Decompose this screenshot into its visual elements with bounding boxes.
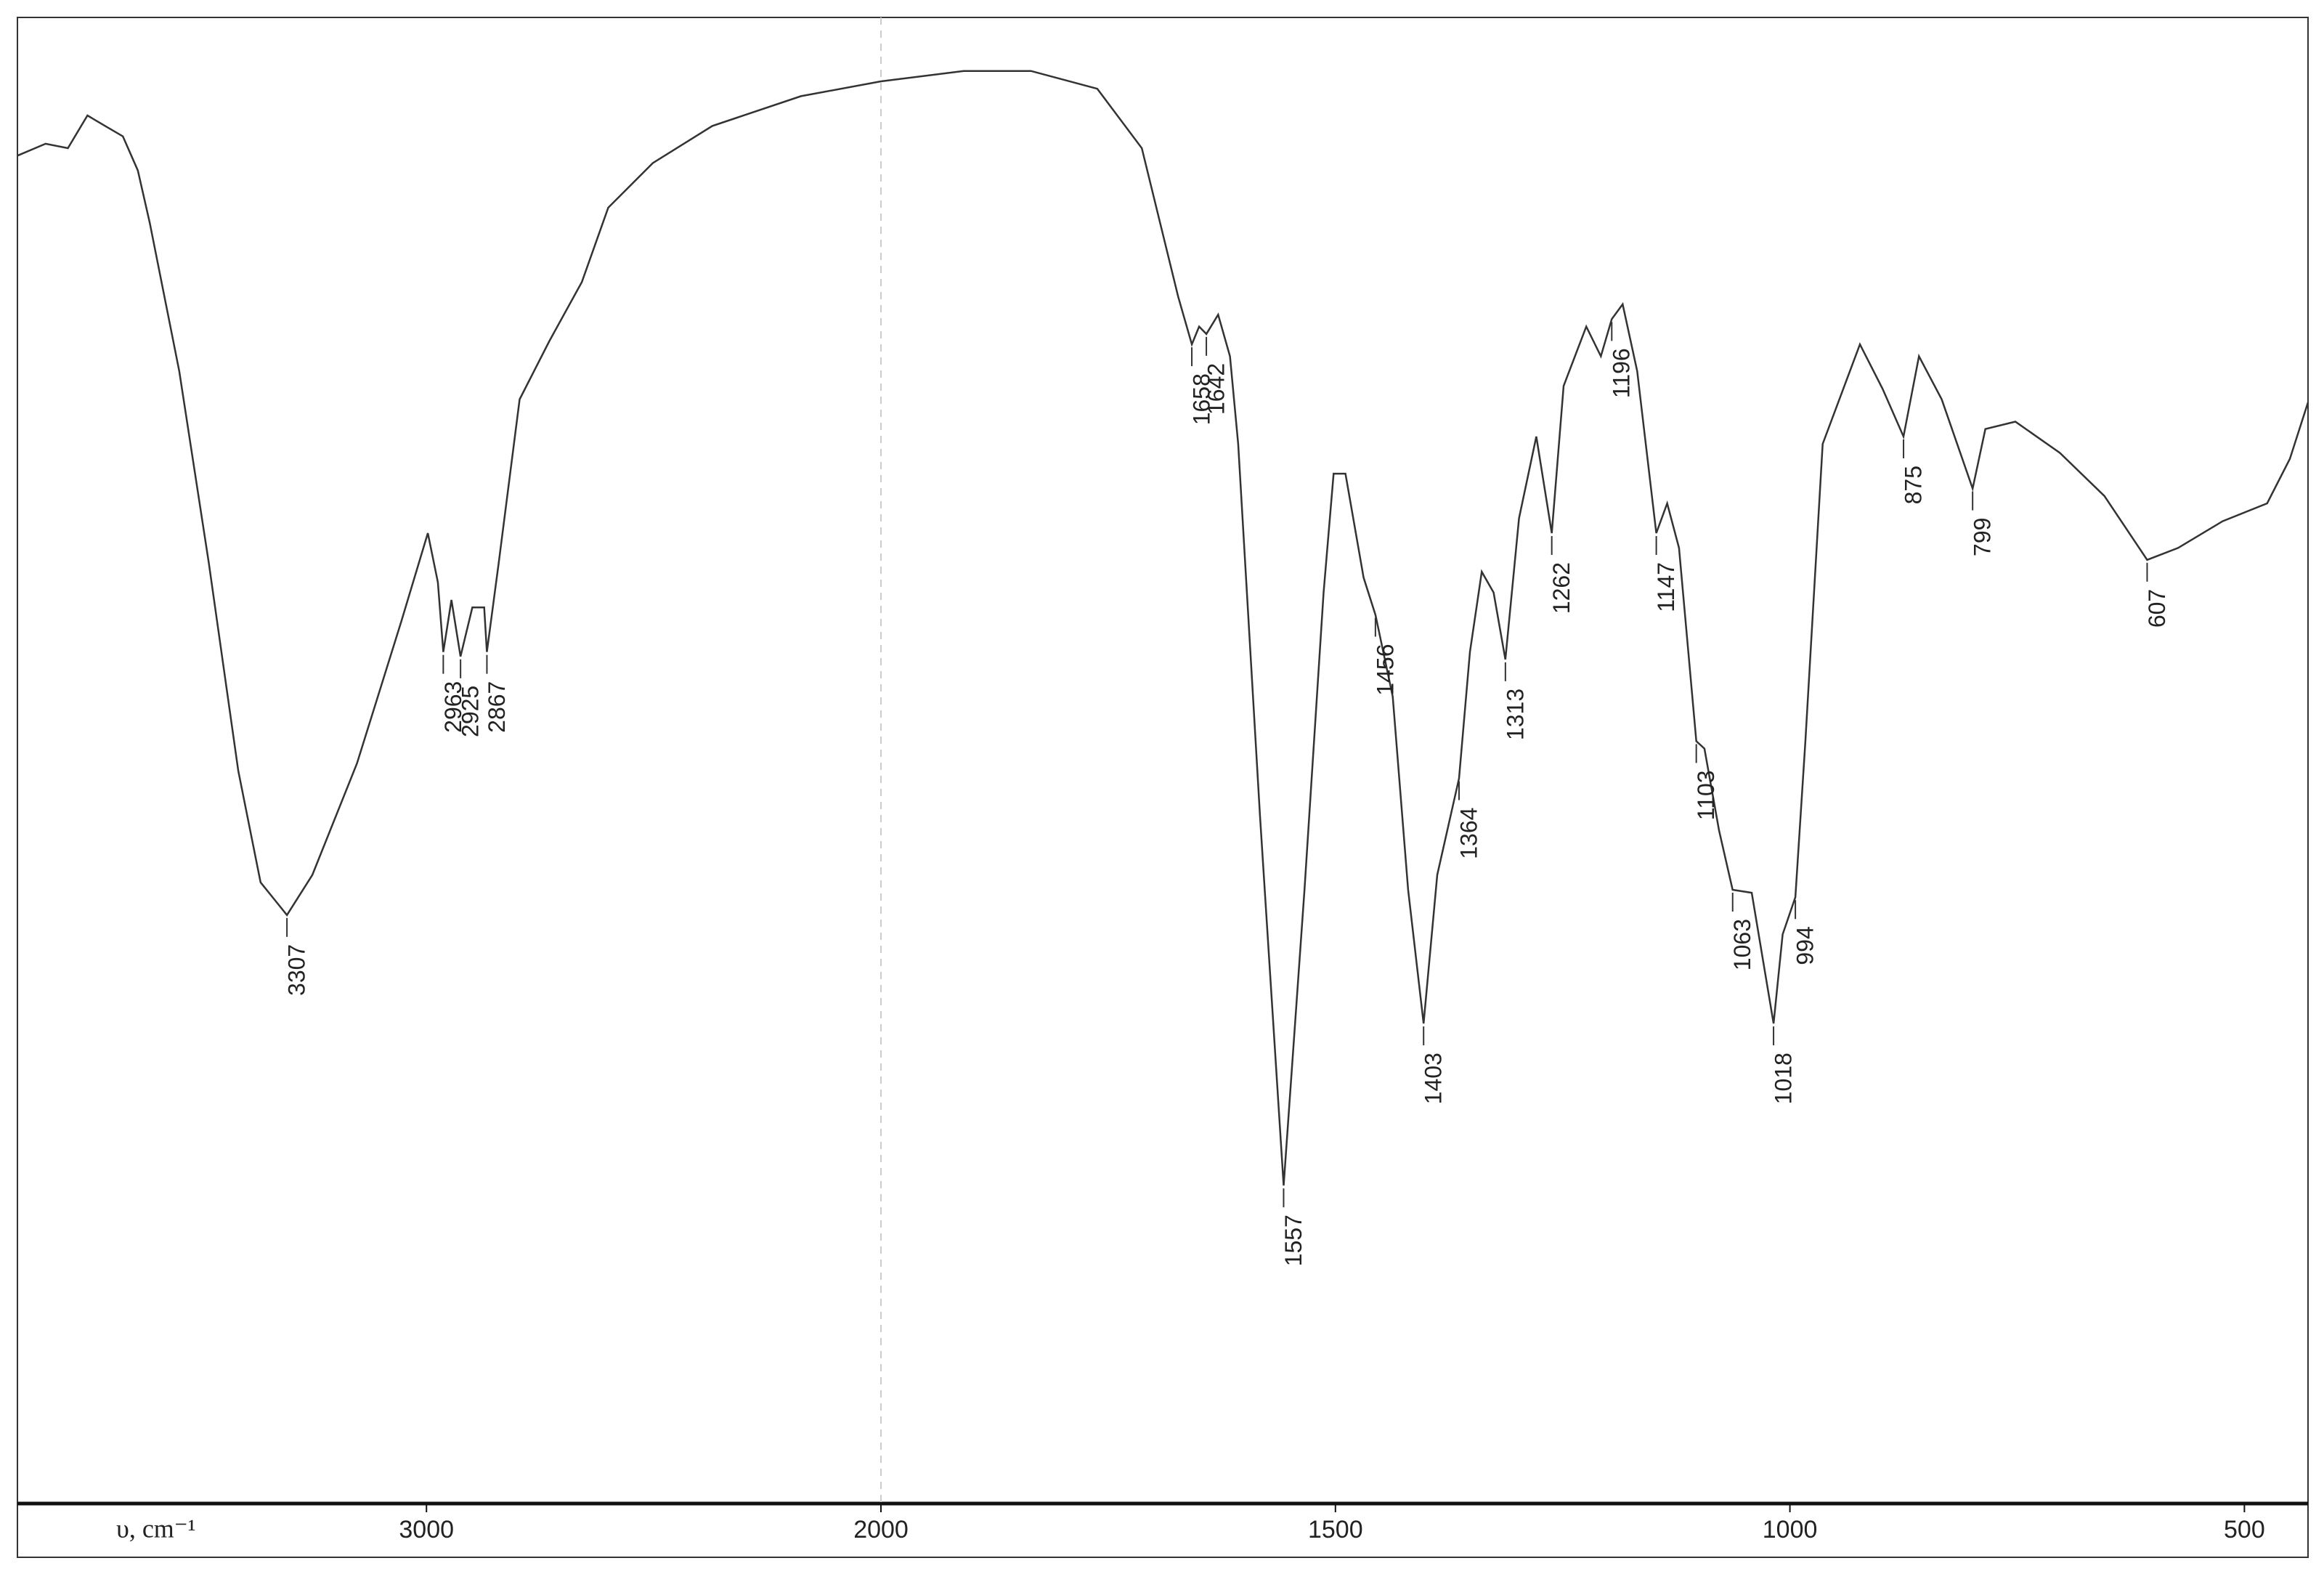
peak-label: 607 xyxy=(2144,589,2170,628)
spectrum-line xyxy=(17,70,2309,1186)
peak-label: 2963 xyxy=(440,681,466,733)
x-axis-label: υ, cm⁻¹ xyxy=(116,1514,196,1543)
peak-label: 1403 xyxy=(1421,1052,1447,1104)
peak-label: 1063 xyxy=(1729,919,1755,970)
peak-label: 1456 xyxy=(1372,644,1398,695)
x-tick-label: 2000 xyxy=(853,1516,909,1543)
peak-label: 799 xyxy=(1970,518,1996,556)
peak-label: 3307 xyxy=(284,944,310,996)
peak-label: 1642 xyxy=(1203,363,1230,415)
peak-label: 994 xyxy=(1792,926,1819,965)
peak-label: 1103 xyxy=(1693,770,1719,820)
x-tick-label: 1000 xyxy=(1763,1516,1818,1543)
x-tick-label: 3000 xyxy=(399,1516,454,1543)
peak-label: 1364 xyxy=(1455,808,1482,859)
peak-label: 1262 xyxy=(1548,562,1575,614)
peak-label: 1658 xyxy=(1189,373,1215,425)
peak-label: 1557 xyxy=(1280,1214,1307,1266)
peak-label: 1313 xyxy=(1502,689,1528,740)
x-tick-label: 1500 xyxy=(1308,1516,1363,1543)
peak-label: 2925 xyxy=(458,686,484,737)
peak-label: 1018 xyxy=(1771,1052,1797,1104)
peak-label: 875 xyxy=(1900,466,1926,504)
peak-label: 1196 xyxy=(1609,348,1635,398)
x-tick-label: 500 xyxy=(2224,1516,2265,1543)
peak-label: 1147 xyxy=(1653,562,1679,612)
frame xyxy=(17,17,2309,1558)
peak-label: 2867 xyxy=(484,681,510,733)
